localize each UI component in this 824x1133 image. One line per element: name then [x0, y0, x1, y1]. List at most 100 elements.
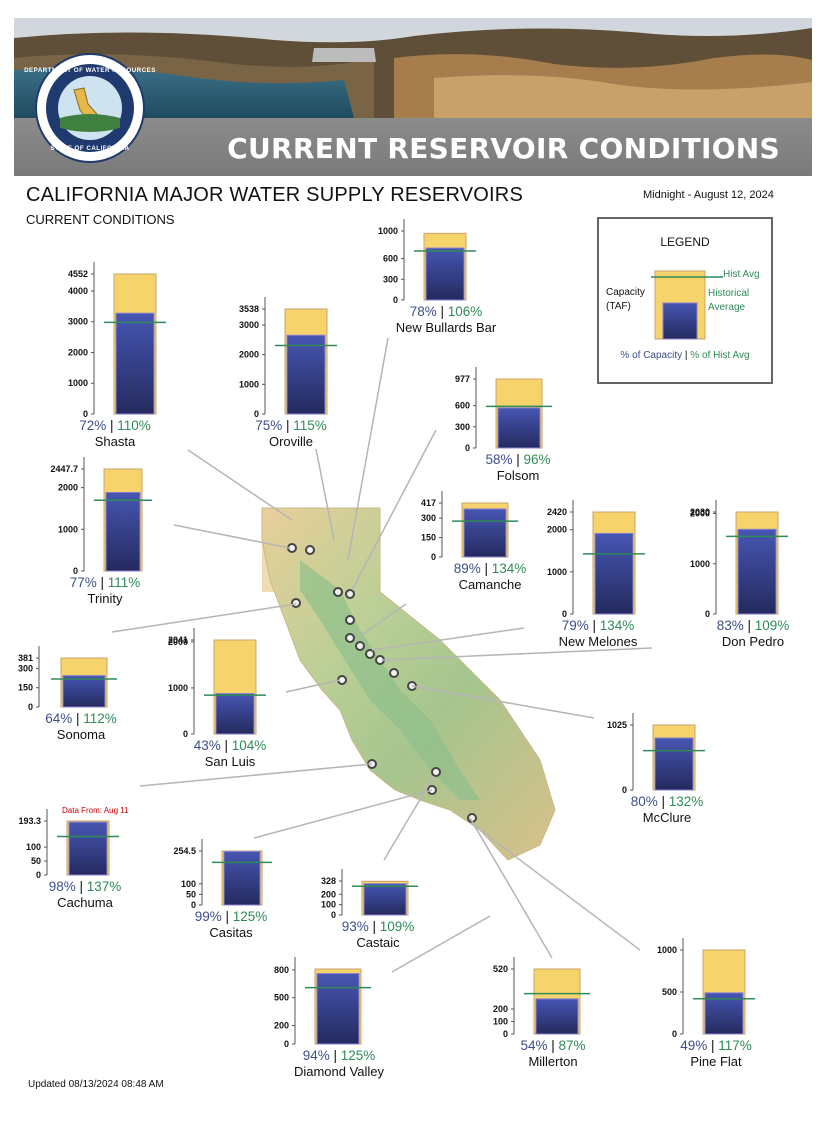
- tick-label: 100: [321, 900, 336, 910]
- storage-bar: [62, 675, 106, 708]
- reservoir-name: Castaic: [356, 935, 400, 950]
- reservoir-percent-stats: 83% | 109%: [717, 618, 790, 633]
- legend-historical-text: Historical: [708, 288, 750, 299]
- reservoir-name: Diamond Valley: [293, 1064, 385, 1079]
- tick-label: 2000: [168, 637, 188, 647]
- updated-timestamp: Updated 08/13/2024 08:48 AM: [28, 1079, 164, 1090]
- leader-line: [347, 337, 389, 561]
- pct-capacity: 43%: [193, 738, 221, 753]
- reservoir-name: Folsom: [496, 468, 540, 483]
- pct-capacity: 77%: [69, 575, 97, 590]
- tick-label: 2030: [690, 507, 710, 517]
- legend-historical-average: Historical Average: [708, 287, 749, 315]
- pct-separator: |: [480, 561, 492, 576]
- reservoir-chart-oroville: 0 1000 2000 3000 3538: [239, 297, 337, 419]
- tick-label: 600: [455, 401, 470, 411]
- reservoir-percent-stats: 89% | 134%: [454, 561, 527, 576]
- leader-line: [187, 449, 293, 521]
- reservoir-marker-icon: [333, 587, 343, 597]
- tick-label: 500: [662, 987, 677, 997]
- pct-capacity: 49%: [680, 1038, 708, 1053]
- tick-label: 417: [421, 498, 436, 508]
- tick-label: 0: [431, 552, 436, 562]
- tick-label: 381: [18, 653, 33, 663]
- tick-label: 193.3: [18, 816, 41, 826]
- storage-bar: [535, 998, 579, 1035]
- pct-separator: |: [707, 1038, 719, 1053]
- tick-label: 150: [421, 533, 436, 543]
- tick-label: 2447.7: [50, 464, 78, 474]
- storage-bar: [316, 973, 360, 1045]
- pct-separator: |: [106, 418, 118, 433]
- pct-separator: |: [221, 909, 233, 924]
- leader-line: [411, 685, 595, 719]
- storage-bar: [463, 508, 507, 558]
- reservoir-chart-cachuma: 0 50 100 193.3: [18, 809, 119, 880]
- tick-label: 200: [493, 1004, 508, 1014]
- leader-line: [391, 915, 491, 973]
- legend: LEGEND Capacity (TAF) Hist Avg Historica…: [597, 217, 773, 384]
- storage-bar: [286, 334, 326, 415]
- tick-label: 0: [284, 1039, 289, 1049]
- tick-label: 300: [455, 422, 470, 432]
- dwr-seal: DEPARTMENT OF WATER RESOURCES STATE OF C…: [24, 53, 155, 163]
- storage-bar: [704, 992, 744, 1035]
- legend-pct-hist: % of Hist Avg: [690, 350, 750, 361]
- pct-hist-avg: 96%: [523, 452, 551, 467]
- leader-line: [139, 763, 373, 787]
- pct-separator: |: [96, 575, 108, 590]
- tick-label: 0: [465, 443, 470, 453]
- reservoir-name: Oroville: [268, 434, 314, 449]
- reservoir-chart-new-bullards-bar: 0 300 600 1000: [378, 219, 476, 305]
- pct-separator: |: [436, 304, 448, 319]
- tick-label: 2000: [547, 525, 567, 535]
- leader-line: [469, 817, 553, 959]
- reservoir-percent-stats: 93% | 109%: [342, 919, 415, 934]
- tick-label: 200: [321, 889, 336, 899]
- reservoir-name: Pine Flat: [690, 1054, 742, 1069]
- reservoir-name: San Luis: [204, 754, 256, 769]
- tick-label: 800: [274, 965, 289, 975]
- pct-separator: |: [547, 1038, 559, 1053]
- reservoir-marker-icon: [355, 641, 365, 651]
- legend-sample-bar: [651, 270, 723, 340]
- leader-line: [381, 647, 653, 661]
- pct-capacity: 72%: [79, 418, 107, 433]
- pct-hist-avg: 134%: [599, 618, 635, 633]
- pct-hist-avg: 132%: [668, 794, 704, 809]
- reservoir-name: Don Pedro: [721, 634, 785, 649]
- legend-average-text: Average: [708, 302, 746, 313]
- reservoir-chart-folsom: 0 300 600 977: [455, 367, 552, 453]
- pct-capacity: 83%: [716, 618, 744, 633]
- tick-label: 2000: [68, 347, 88, 357]
- tick-label: 520: [493, 964, 508, 974]
- pct-separator: |: [329, 1048, 341, 1063]
- reservoir-chart-new-melones: 0 1000 2000 2420: [547, 500, 645, 619]
- reservoir-percent-stats: 64% | 112%: [45, 711, 117, 726]
- tick-label: 50: [186, 889, 196, 899]
- reservoir-name: Sonoma: [56, 727, 106, 742]
- pct-capacity: 80%: [630, 794, 658, 809]
- pct-capacity: 64%: [45, 711, 73, 726]
- storage-bar: [594, 532, 634, 615]
- tick-label: 4552: [68, 269, 88, 279]
- reservoir-marker-icon: [431, 767, 441, 777]
- reservoir-percent-stats: 54% | 87%: [520, 1038, 585, 1053]
- legend-capacity-text: Capacity: [606, 287, 645, 298]
- tick-label: 2000: [690, 509, 710, 519]
- storage-bar: [363, 883, 407, 916]
- tick-label: 1000: [547, 567, 567, 577]
- reservoir-name: McClure: [642, 810, 692, 825]
- tick-label: 1000: [239, 379, 259, 389]
- reservoir-percent-stats: 94% | 125%: [303, 1048, 376, 1063]
- pct-separator: |: [75, 879, 87, 894]
- header-banner: DEPARTMENT OF WATER RESOURCES STATE OF C…: [14, 18, 812, 176]
- tick-label: 300: [421, 513, 436, 523]
- tick-label: 50: [31, 856, 41, 866]
- leader-line: [111, 603, 297, 633]
- tick-label: 0: [183, 729, 188, 739]
